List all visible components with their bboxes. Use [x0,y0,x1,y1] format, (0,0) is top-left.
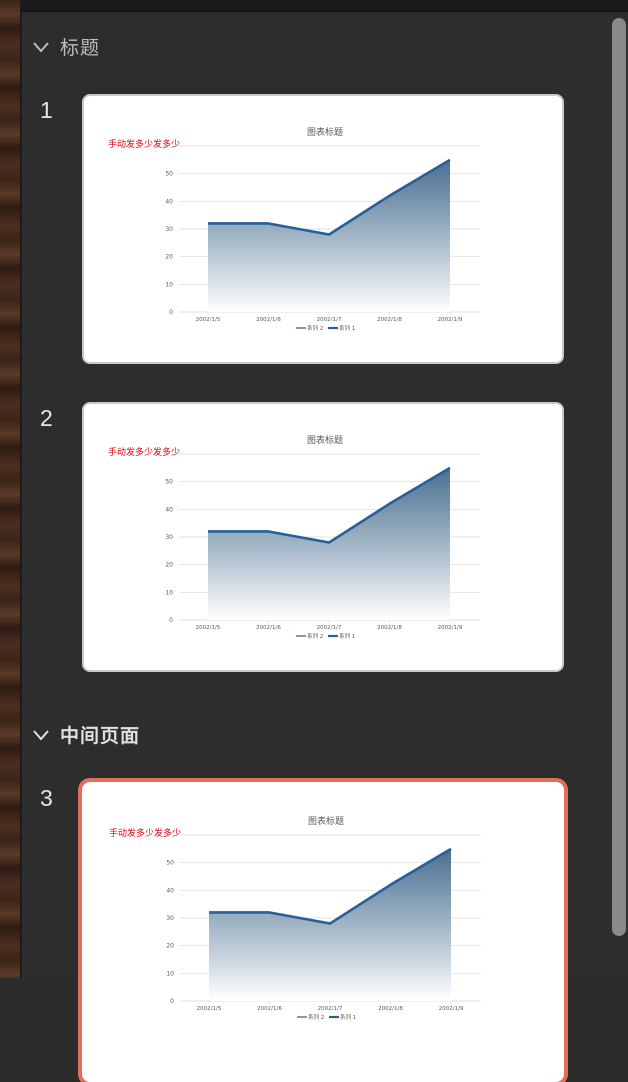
legend-label: 系列 2 [307,324,323,332]
legend-label: 系列 2 [308,1013,324,1021]
slide-thumbnail-1[interactable]: 手动发多少发多少 图表标题 0 10 20 30 40 50 2002/1/5 2002/1/6… [82,94,564,364]
slide-thumbnail-3[interactable]: 手动发多少发多少 图表标题 0 10 20 30 40 50 2002/1/5 2002/1/6… [82,782,564,1082]
x-tick-label: 2002/1/7 [317,625,342,631]
y-tick-label: 40 [165,198,173,205]
scrollbar-thumb[interactable] [612,18,626,936]
y-tick-label: 10 [166,970,174,977]
slide-note-text: 手动发多少发多少 [108,448,181,458]
y-tick-label: 30 [165,226,173,233]
series-1-line [208,158,451,236]
chart-title: 图表标题 [307,126,343,138]
x-tick-label: 2002/1/8 [377,317,402,323]
series-1-line [208,466,451,544]
y-tick-label: 20 [165,562,173,569]
y-tick-label: 40 [165,506,173,513]
background-wood [0,0,20,978]
slide-note-text: 手动发多少发多少 [109,829,182,839]
slide-number: 3 [40,785,53,811]
x-tick-label: 2002/1/6 [256,625,281,631]
chevron-down-icon [33,41,49,53]
y-tick-label: 0 [170,998,174,1005]
y-tick-label: 30 [165,534,173,541]
slide-thumbnail-2[interactable]: 手动发多少发多少 图表标题 0 10 20 30 40 50 2002/1/5 2002/1/6… [82,402,564,672]
y-tick-label: 0 [169,617,173,624]
y-tick-label: 20 [165,254,173,261]
legend-label: 系列 1 [339,632,355,640]
y-tick-label: 50 [165,171,173,178]
panel-top-bar [22,0,628,12]
y-tick-label: 20 [166,943,174,950]
x-tick-label: 2002/1/8 [378,1006,403,1012]
x-tick-label: 2002/1/9 [439,1006,464,1012]
slide-note-text: 手动发多少发多少 [108,140,181,150]
line-chart: 图表标题 0 10 20 30 40 50 2002/1/5 2002/1/6 2002/1/7 2… [165,126,480,332]
x-tick-label: 2002/1/6 [257,1006,282,1012]
section-title: 标题 [60,37,101,59]
chevron-down-icon [33,729,49,741]
x-tick-label: 2002/1/9 [438,625,463,631]
slide-number: 1 [40,97,53,123]
section-header-title[interactable]: 标题 [32,33,100,60]
chart-title: 图表标题 [307,434,343,446]
x-tick-label: 2002/1/5 [196,625,221,631]
section-title: 中间页面 [60,725,141,747]
x-tick-label: 2002/1/5 [197,1006,222,1012]
x-tick-label: 2002/1/8 [377,625,402,631]
y-tick-label: 50 [165,479,173,486]
series-2-area [208,467,450,620]
y-tick-label: 0 [169,309,173,316]
x-tick-label: 2002/1/7 [317,317,342,323]
slide-number: 2 [40,405,53,431]
section-header-middle[interactable]: 中间页面 [32,721,140,748]
x-tick-label: 2002/1/9 [438,317,463,323]
series-2-area [209,848,451,1001]
y-tick-label: 30 [166,915,174,922]
series-1-line [209,847,452,925]
y-tick-label: 10 [165,281,173,288]
panel-edge [20,0,22,978]
y-tick-label: 50 [166,860,174,867]
y-tick-label: 10 [165,589,173,596]
y-tick-label: 40 [166,887,174,894]
legend-label: 系列 1 [340,1013,356,1021]
x-tick-label: 2002/1/5 [196,317,221,323]
chart-title: 图表标题 [308,815,344,827]
x-tick-label: 2002/1/7 [318,1006,343,1012]
series-2-area [208,159,450,312]
line-chart: 图表标题 0 10 20 30 40 50 2002/1/5 2002/1/6 2002/1/7 2… [165,434,480,640]
legend-label: 系列 2 [307,632,323,640]
legend-label: 系列 1 [339,324,355,332]
x-tick-label: 2002/1/6 [256,317,281,323]
line-chart: 图表标题 0 10 20 30 40 50 2002/1/5 2002/1/6 2002/1/7 2… [166,815,481,1021]
